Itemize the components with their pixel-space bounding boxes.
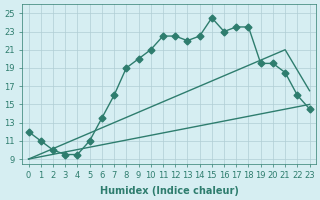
X-axis label: Humidex (Indice chaleur): Humidex (Indice chaleur) [100,186,238,196]
